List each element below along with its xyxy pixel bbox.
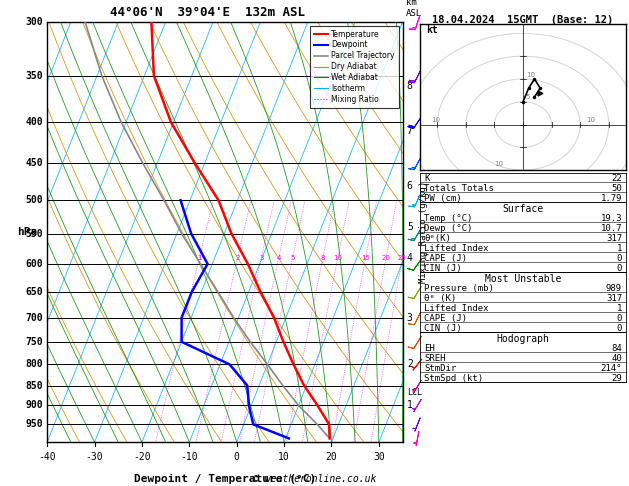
Text: 10: 10 bbox=[526, 72, 535, 78]
Text: CAPE (J): CAPE (J) bbox=[424, 314, 467, 323]
Text: -40: -40 bbox=[38, 451, 56, 462]
Text: θᵉ(K): θᵉ(K) bbox=[424, 234, 451, 243]
Text: 15: 15 bbox=[361, 255, 370, 261]
Text: 450: 450 bbox=[25, 158, 43, 169]
Text: 2: 2 bbox=[235, 255, 240, 261]
Text: 1: 1 bbox=[616, 304, 622, 313]
Text: StmDir: StmDir bbox=[424, 364, 456, 373]
Text: 989: 989 bbox=[606, 284, 622, 293]
Text: Mixing Ratio (g/kg): Mixing Ratio (g/kg) bbox=[420, 181, 428, 283]
Text: 950: 950 bbox=[25, 419, 43, 429]
Text: 25: 25 bbox=[398, 255, 406, 261]
Text: 10: 10 bbox=[333, 255, 342, 261]
Text: 350: 350 bbox=[25, 70, 43, 81]
Text: 44°06'N  39°04'E  132m ASL: 44°06'N 39°04'E 132m ASL bbox=[109, 6, 304, 19]
Text: © weatheronline.co.uk: © weatheronline.co.uk bbox=[253, 473, 376, 484]
Text: 1: 1 bbox=[407, 400, 413, 411]
Text: K: K bbox=[424, 174, 430, 184]
Text: Temp (°C): Temp (°C) bbox=[424, 214, 472, 224]
Text: 1: 1 bbox=[197, 255, 201, 261]
Text: 3: 3 bbox=[407, 312, 413, 323]
Text: kt: kt bbox=[426, 25, 438, 35]
Text: 0: 0 bbox=[616, 264, 622, 273]
Text: θᵉ (K): θᵉ (K) bbox=[424, 294, 456, 303]
Text: km
ASL: km ASL bbox=[406, 0, 422, 17]
Text: 4: 4 bbox=[277, 255, 281, 261]
Text: 40: 40 bbox=[611, 354, 622, 363]
Text: -10: -10 bbox=[181, 451, 198, 462]
Text: Lifted Index: Lifted Index bbox=[424, 304, 489, 313]
Text: 29: 29 bbox=[611, 374, 622, 383]
Text: 20: 20 bbox=[326, 451, 337, 462]
Text: EH: EH bbox=[424, 344, 435, 353]
Text: 5: 5 bbox=[407, 222, 413, 232]
Text: 19.3: 19.3 bbox=[601, 214, 622, 224]
Text: Lifted Index: Lifted Index bbox=[424, 244, 489, 253]
Text: 500: 500 bbox=[25, 195, 43, 205]
Text: 317: 317 bbox=[606, 234, 622, 243]
Text: -30: -30 bbox=[86, 451, 103, 462]
Text: 850: 850 bbox=[25, 381, 43, 391]
Text: 3: 3 bbox=[259, 255, 264, 261]
Text: 1.79: 1.79 bbox=[601, 194, 622, 204]
Text: 10: 10 bbox=[278, 451, 290, 462]
Text: 0: 0 bbox=[234, 451, 240, 462]
Text: CAPE (J): CAPE (J) bbox=[424, 254, 467, 263]
Text: 300: 300 bbox=[25, 17, 43, 27]
Text: 22: 22 bbox=[611, 174, 622, 184]
Text: 84: 84 bbox=[611, 344, 622, 353]
Text: 600: 600 bbox=[25, 259, 43, 269]
Legend: Temperature, Dewpoint, Parcel Trajectory, Dry Adiabat, Wet Adiabat, Isotherm, Mi: Temperature, Dewpoint, Parcel Trajectory… bbox=[310, 26, 399, 108]
Text: 750: 750 bbox=[25, 337, 43, 347]
Text: 650: 650 bbox=[25, 287, 43, 297]
Text: 700: 700 bbox=[25, 312, 43, 323]
Text: 6: 6 bbox=[407, 181, 413, 191]
Text: 0: 0 bbox=[616, 254, 622, 263]
Text: Surface: Surface bbox=[503, 204, 543, 214]
Text: 317: 317 bbox=[606, 294, 622, 303]
Text: 18.04.2024  15GMT  (Base: 12): 18.04.2024 15GMT (Base: 12) bbox=[432, 15, 614, 25]
Text: 10.7: 10.7 bbox=[601, 224, 622, 233]
Text: 5: 5 bbox=[526, 94, 530, 101]
Text: LCL: LCL bbox=[407, 388, 422, 398]
Text: -20: -20 bbox=[133, 451, 151, 462]
Text: Hodograph: Hodograph bbox=[496, 334, 550, 344]
Text: 30: 30 bbox=[373, 451, 385, 462]
Text: Dewp (°C): Dewp (°C) bbox=[424, 224, 472, 233]
Text: SREH: SREH bbox=[424, 354, 445, 363]
Text: 0: 0 bbox=[616, 324, 622, 333]
Text: Totals Totals: Totals Totals bbox=[424, 184, 494, 193]
Text: 214°: 214° bbox=[601, 364, 622, 373]
Text: 7: 7 bbox=[407, 126, 413, 136]
Text: CIN (J): CIN (J) bbox=[424, 324, 462, 333]
Text: 2: 2 bbox=[407, 359, 413, 369]
Text: CIN (J): CIN (J) bbox=[424, 264, 462, 273]
Text: 10: 10 bbox=[494, 160, 503, 167]
Text: 10: 10 bbox=[431, 117, 440, 123]
Text: 1: 1 bbox=[616, 244, 622, 253]
Text: 10: 10 bbox=[586, 117, 595, 123]
Text: 800: 800 bbox=[25, 359, 43, 369]
Text: 20: 20 bbox=[382, 255, 391, 261]
Text: 5: 5 bbox=[291, 255, 295, 261]
Text: Most Unstable: Most Unstable bbox=[485, 274, 561, 284]
Text: 8: 8 bbox=[407, 81, 413, 90]
Text: Pressure (mb): Pressure (mb) bbox=[424, 284, 494, 293]
Text: 4: 4 bbox=[407, 253, 413, 263]
Text: 0: 0 bbox=[616, 314, 622, 323]
Text: PW (cm): PW (cm) bbox=[424, 194, 462, 204]
Text: 400: 400 bbox=[25, 117, 43, 127]
Text: 550: 550 bbox=[25, 228, 43, 239]
Text: StmSpd (kt): StmSpd (kt) bbox=[424, 374, 483, 383]
Text: 900: 900 bbox=[25, 400, 43, 411]
Text: 8: 8 bbox=[321, 255, 325, 261]
Text: Dewpoint / Temperature (°C): Dewpoint / Temperature (°C) bbox=[134, 474, 316, 484]
Text: 50: 50 bbox=[611, 184, 622, 193]
Text: hPa: hPa bbox=[18, 227, 38, 237]
